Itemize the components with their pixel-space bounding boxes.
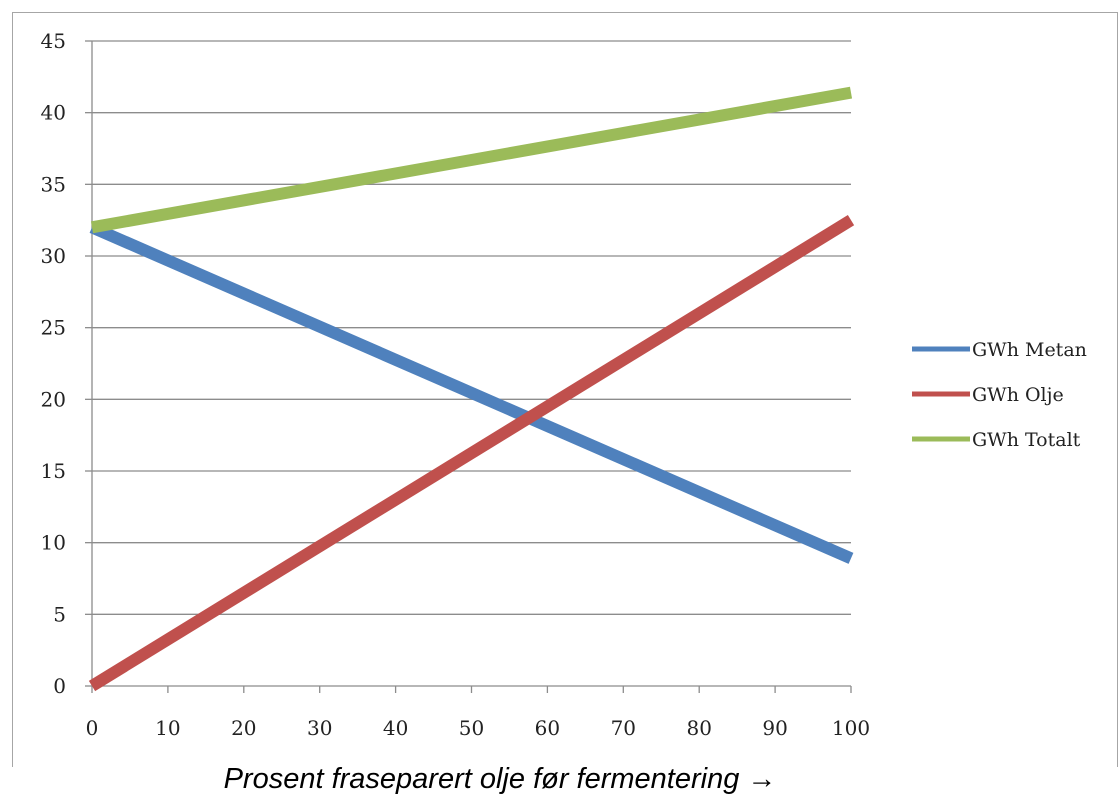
x-tick-label: 10: [155, 716, 180, 740]
chart-frame: [12, 12, 1118, 767]
y-tick-label: 0: [53, 674, 66, 698]
x-tick-label: 50: [459, 716, 484, 740]
y-tick-label: 5: [53, 602, 66, 626]
series-line-gwh-metan: [89, 221, 854, 564]
x-tick-label: 60: [535, 716, 560, 740]
legend-label: GWh Totalt: [972, 429, 1081, 451]
series-line-gwh-totalt: [90, 86, 853, 234]
x-tick-label: 40: [383, 716, 408, 740]
x-tick-label: 30: [307, 716, 332, 740]
x-axis-label: Prosent fraseparert olje før fermenterin…: [223, 763, 777, 795]
y-tick-label: 45: [41, 29, 66, 53]
y-tick-label: 30: [41, 244, 66, 268]
line-chart: 0 5 10 15 20 25 30 35 40 45 0 10 20 30 40 50 60 70 80 90 100…: [41, 29, 1087, 740]
x-tick-label: 90: [762, 716, 787, 740]
legend-label: GWh Metan: [972, 339, 1087, 361]
y-tick-label: 20: [41, 387, 66, 411]
x-tick-label: 70: [611, 716, 636, 740]
y-tick-label: 10: [41, 531, 66, 555]
y-tick-label: 25: [41, 316, 66, 340]
series-line-gwh-olje: [88, 215, 855, 692]
x-tick-label: 80: [686, 716, 711, 740]
y-tick-label: 35: [41, 172, 66, 196]
y-tick-label: 15: [41, 459, 66, 483]
legend-label: GWh Olje: [972, 384, 1064, 406]
x-tick-label: 20: [231, 716, 256, 740]
x-tick-label: 0: [86, 716, 99, 740]
x-tick-label: 100: [832, 716, 870, 740]
y-tick-label: 40: [41, 101, 66, 125]
